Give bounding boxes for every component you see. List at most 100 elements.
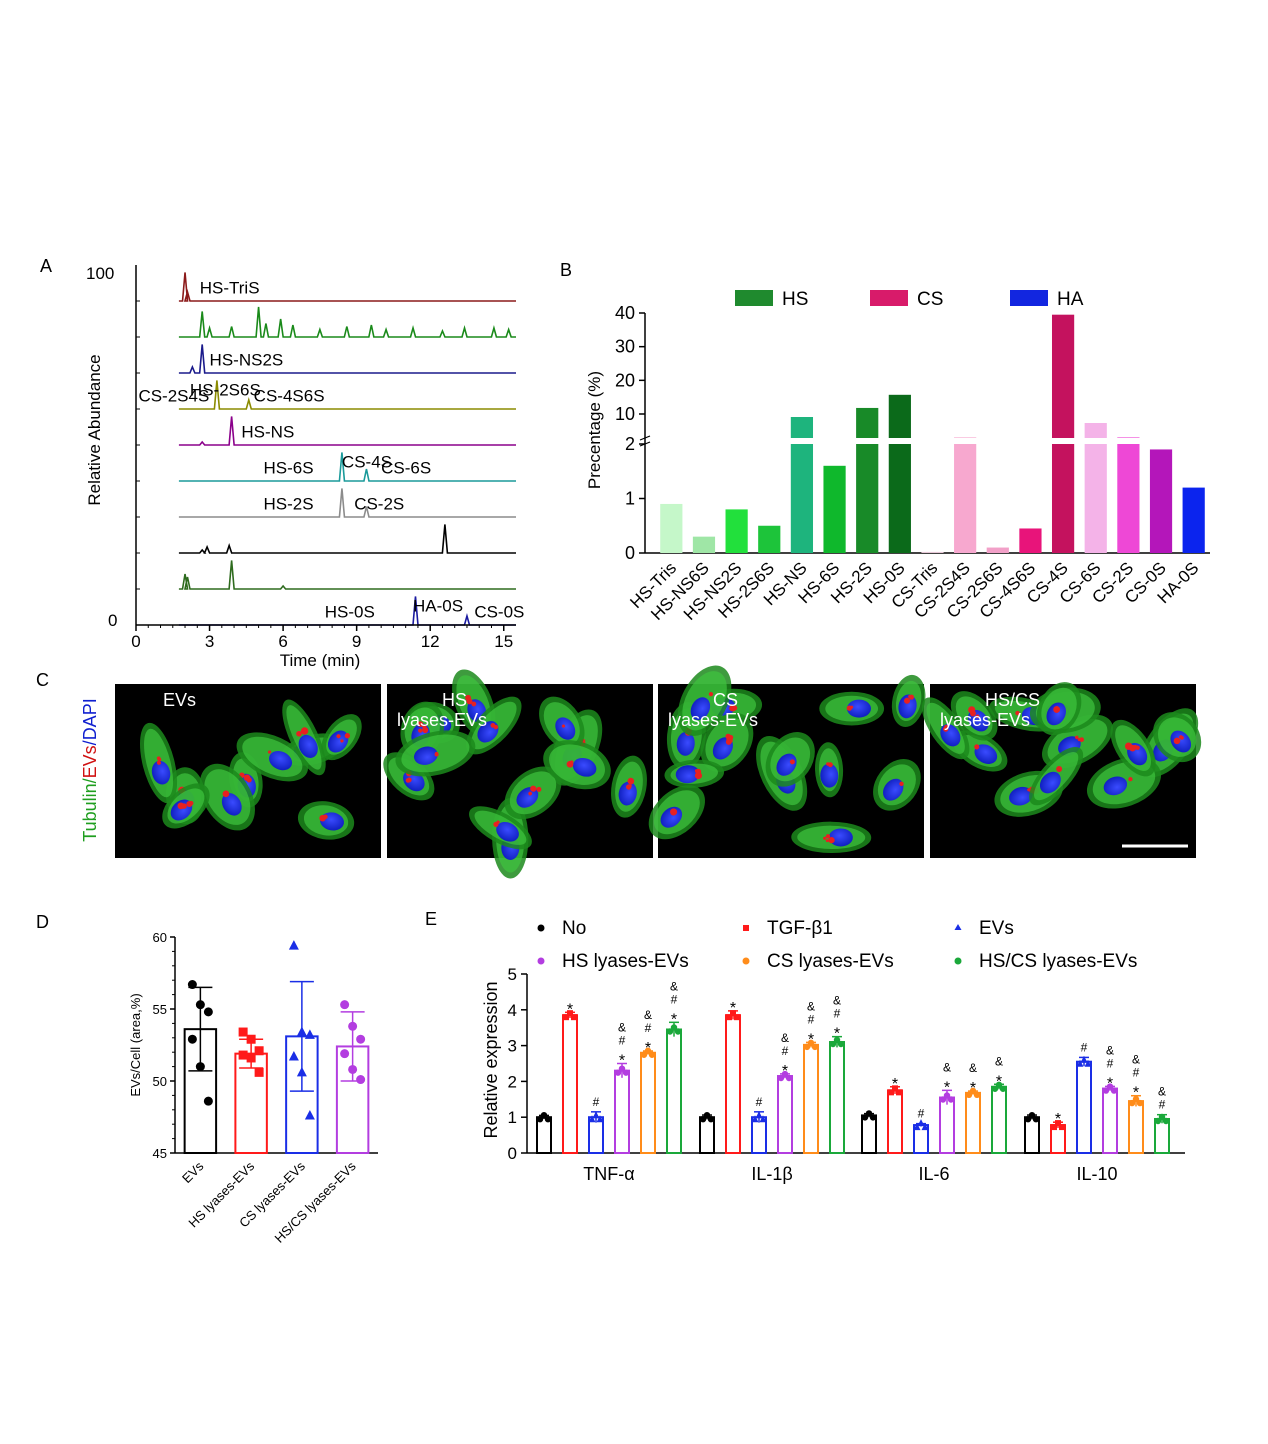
trace-line (178, 488, 516, 518)
bar (790, 417, 814, 553)
chromatogram-trace: CS-4S HS-6S CS-6S (136, 452, 516, 482)
data-point (567, 1010, 573, 1017)
cell-nucleus (555, 717, 576, 740)
legend-marker (537, 924, 545, 932)
panel-a-x-axis-label: Time (min) (280, 651, 361, 670)
bar (888, 394, 911, 553)
data-point (203, 1096, 213, 1106)
bar (692, 536, 716, 553)
data-point (571, 1014, 577, 1021)
significance-mark: # (808, 1012, 815, 1026)
data-point (195, 1000, 205, 1010)
ev-dot (156, 756, 161, 761)
cell (921, 697, 970, 760)
data-point (203, 1007, 213, 1017)
cell (297, 801, 355, 840)
significance-mark: * (567, 1001, 573, 1018)
significance-mark: * (619, 1053, 625, 1070)
bar (1076, 1060, 1092, 1154)
ev-dot (1079, 737, 1085, 742)
cell (199, 763, 255, 831)
panel-e-label: E (425, 909, 437, 929)
data-point (888, 1089, 894, 1096)
peak-label: HS-NS2S (210, 351, 284, 370)
significance-mark: & (781, 1031, 789, 1045)
y-tick-label: 0 (625, 543, 635, 563)
significance-mark: * (892, 1076, 898, 1093)
ev-dot (340, 739, 344, 743)
bar (829, 1041, 845, 1155)
significance-mark: # (645, 1021, 652, 1035)
stain-label: Tubulin/EVs/DAPI (80, 698, 100, 841)
bar (614, 1069, 630, 1155)
significance-mark: * (645, 1040, 651, 1057)
legend-marker (742, 957, 750, 965)
data-point (969, 1087, 977, 1095)
cell (873, 759, 921, 811)
panel-c: C Tubulin/EVs/DAPI EVs HSlyases-EVsCSlyas… (36, 665, 1202, 879)
significance-mark: & (618, 1021, 626, 1035)
cell-nucleus (221, 793, 242, 816)
ev-dot (729, 705, 735, 712)
significance-mark: # (756, 1095, 763, 1109)
data-point (896, 1089, 902, 1096)
bar-break-gap (1083, 438, 1108, 444)
cell (891, 674, 926, 727)
data-point (865, 1110, 873, 1117)
data-point (356, 1034, 366, 1044)
x-tick-label: 3 (205, 632, 214, 651)
data-point (618, 1065, 626, 1072)
peak-label: CS-4S6S (254, 387, 325, 406)
bar (536, 1116, 552, 1154)
bar-break-gap (789, 438, 815, 444)
ev-dot (528, 791, 533, 796)
data-point (348, 1064, 358, 1074)
bar-break-gap (1050, 438, 1076, 444)
image-title-line1: CS (713, 690, 738, 710)
cell-nucleus (883, 778, 904, 801)
ev-dot (899, 781, 904, 787)
data-point (1080, 1055, 1088, 1063)
bar (1149, 449, 1173, 553)
data-point (1084, 1059, 1092, 1067)
ev-dot (406, 777, 412, 783)
significance-mark: # (782, 1044, 789, 1058)
significance-mark: * (1055, 1111, 1061, 1128)
cell (700, 712, 754, 772)
data-point (246, 1034, 256, 1044)
ev-dot (246, 777, 252, 783)
significance-mark: # (1081, 1040, 1088, 1054)
bar (758, 525, 781, 553)
data-point (648, 1051, 656, 1058)
y-tick-label: 3 (508, 1037, 517, 1056)
stain-label-tubulin: Tubulin/ (80, 778, 100, 841)
bar (954, 437, 977, 553)
bar (823, 465, 846, 553)
significance-mark: & (1106, 1043, 1114, 1057)
panel-a-x-ticks: 0 3 6 9 12 15 (131, 624, 516, 651)
trace-line (178, 524, 516, 554)
cell (791, 821, 872, 854)
ev-dot (825, 839, 829, 843)
significance-mark: & (833, 994, 841, 1008)
ev-dot (908, 694, 912, 699)
bar (921, 551, 944, 553)
peak-label: HS-2S6S (190, 381, 261, 400)
legend-label: CS lyases-EVs (767, 951, 894, 972)
bar-break-gap (887, 438, 912, 444)
significance-mark: * (730, 1000, 736, 1017)
data-point (614, 1069, 622, 1076)
ev-dot (566, 760, 574, 768)
data-point (640, 1051, 648, 1058)
data-point (1032, 1116, 1040, 1123)
data-point (254, 1067, 264, 1077)
panel-b-x-labels: HS-TrisHS-NS6SHS-NS2SHS-2S6SHS-NSHS-6SHS… (626, 558, 1202, 624)
stain-label-dapi: /DAPI (80, 698, 100, 745)
significance-mark: # (1107, 1056, 1114, 1070)
legend-marker (743, 925, 749, 931)
bar-break-gap (953, 438, 978, 444)
ev-dot (789, 759, 795, 765)
bar (1128, 1100, 1144, 1154)
